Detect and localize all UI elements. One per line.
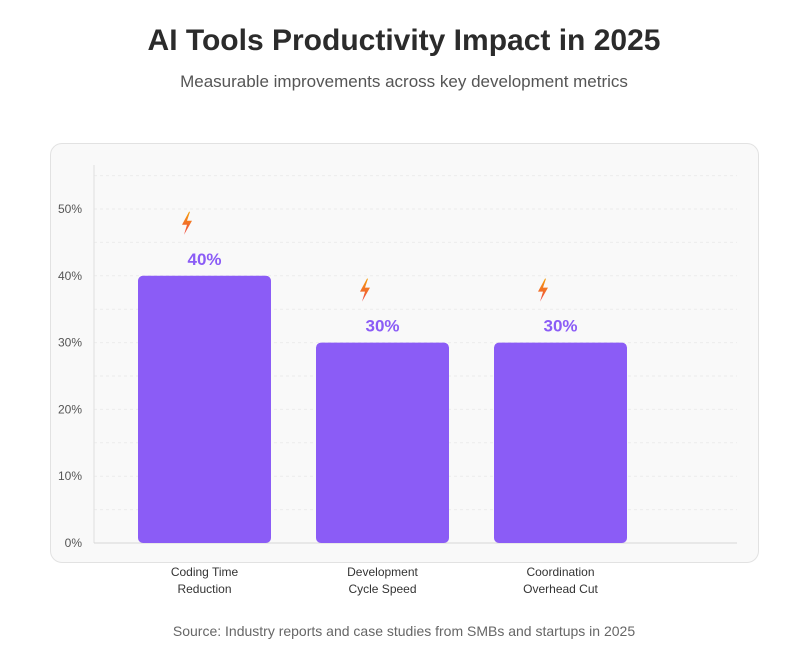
chart-subtitle: Measurable improvements across key devel…	[180, 72, 628, 91]
source-note: Source: Industry reports and case studie…	[172, 623, 636, 639]
y-tick-label: 50%	[58, 202, 82, 216]
x-tick-label: Reduction	[177, 582, 231, 596]
y-tick-label: 40%	[58, 269, 82, 283]
x-tick-label: Development	[347, 565, 418, 579]
x-tick-label: Overhead Cut	[523, 582, 598, 596]
bar	[316, 342, 449, 543]
lightning-bolt-icon	[182, 211, 192, 235]
chart-title: AI Tools Productivity Impact in 2025	[147, 24, 661, 57]
y-tick-label: 30%	[58, 336, 82, 350]
x-tick-label: Coordination	[526, 565, 594, 579]
y-tick-label: 10%	[58, 469, 82, 483]
y-tick-label: 0%	[65, 536, 83, 550]
y-tick-label: 20%	[58, 402, 82, 416]
x-tick-label: Cycle Speed	[348, 582, 416, 596]
bar	[494, 342, 627, 543]
bar	[138, 275, 271, 543]
lightning-bolt-icon	[360, 278, 370, 302]
bar-value-label: 30%	[365, 317, 399, 336]
bar-value-label: 30%	[543, 317, 577, 336]
x-tick-label: Coding Time	[171, 565, 239, 579]
lightning-bolt-icon	[538, 278, 548, 302]
bar-value-label: 40%	[187, 250, 221, 269]
